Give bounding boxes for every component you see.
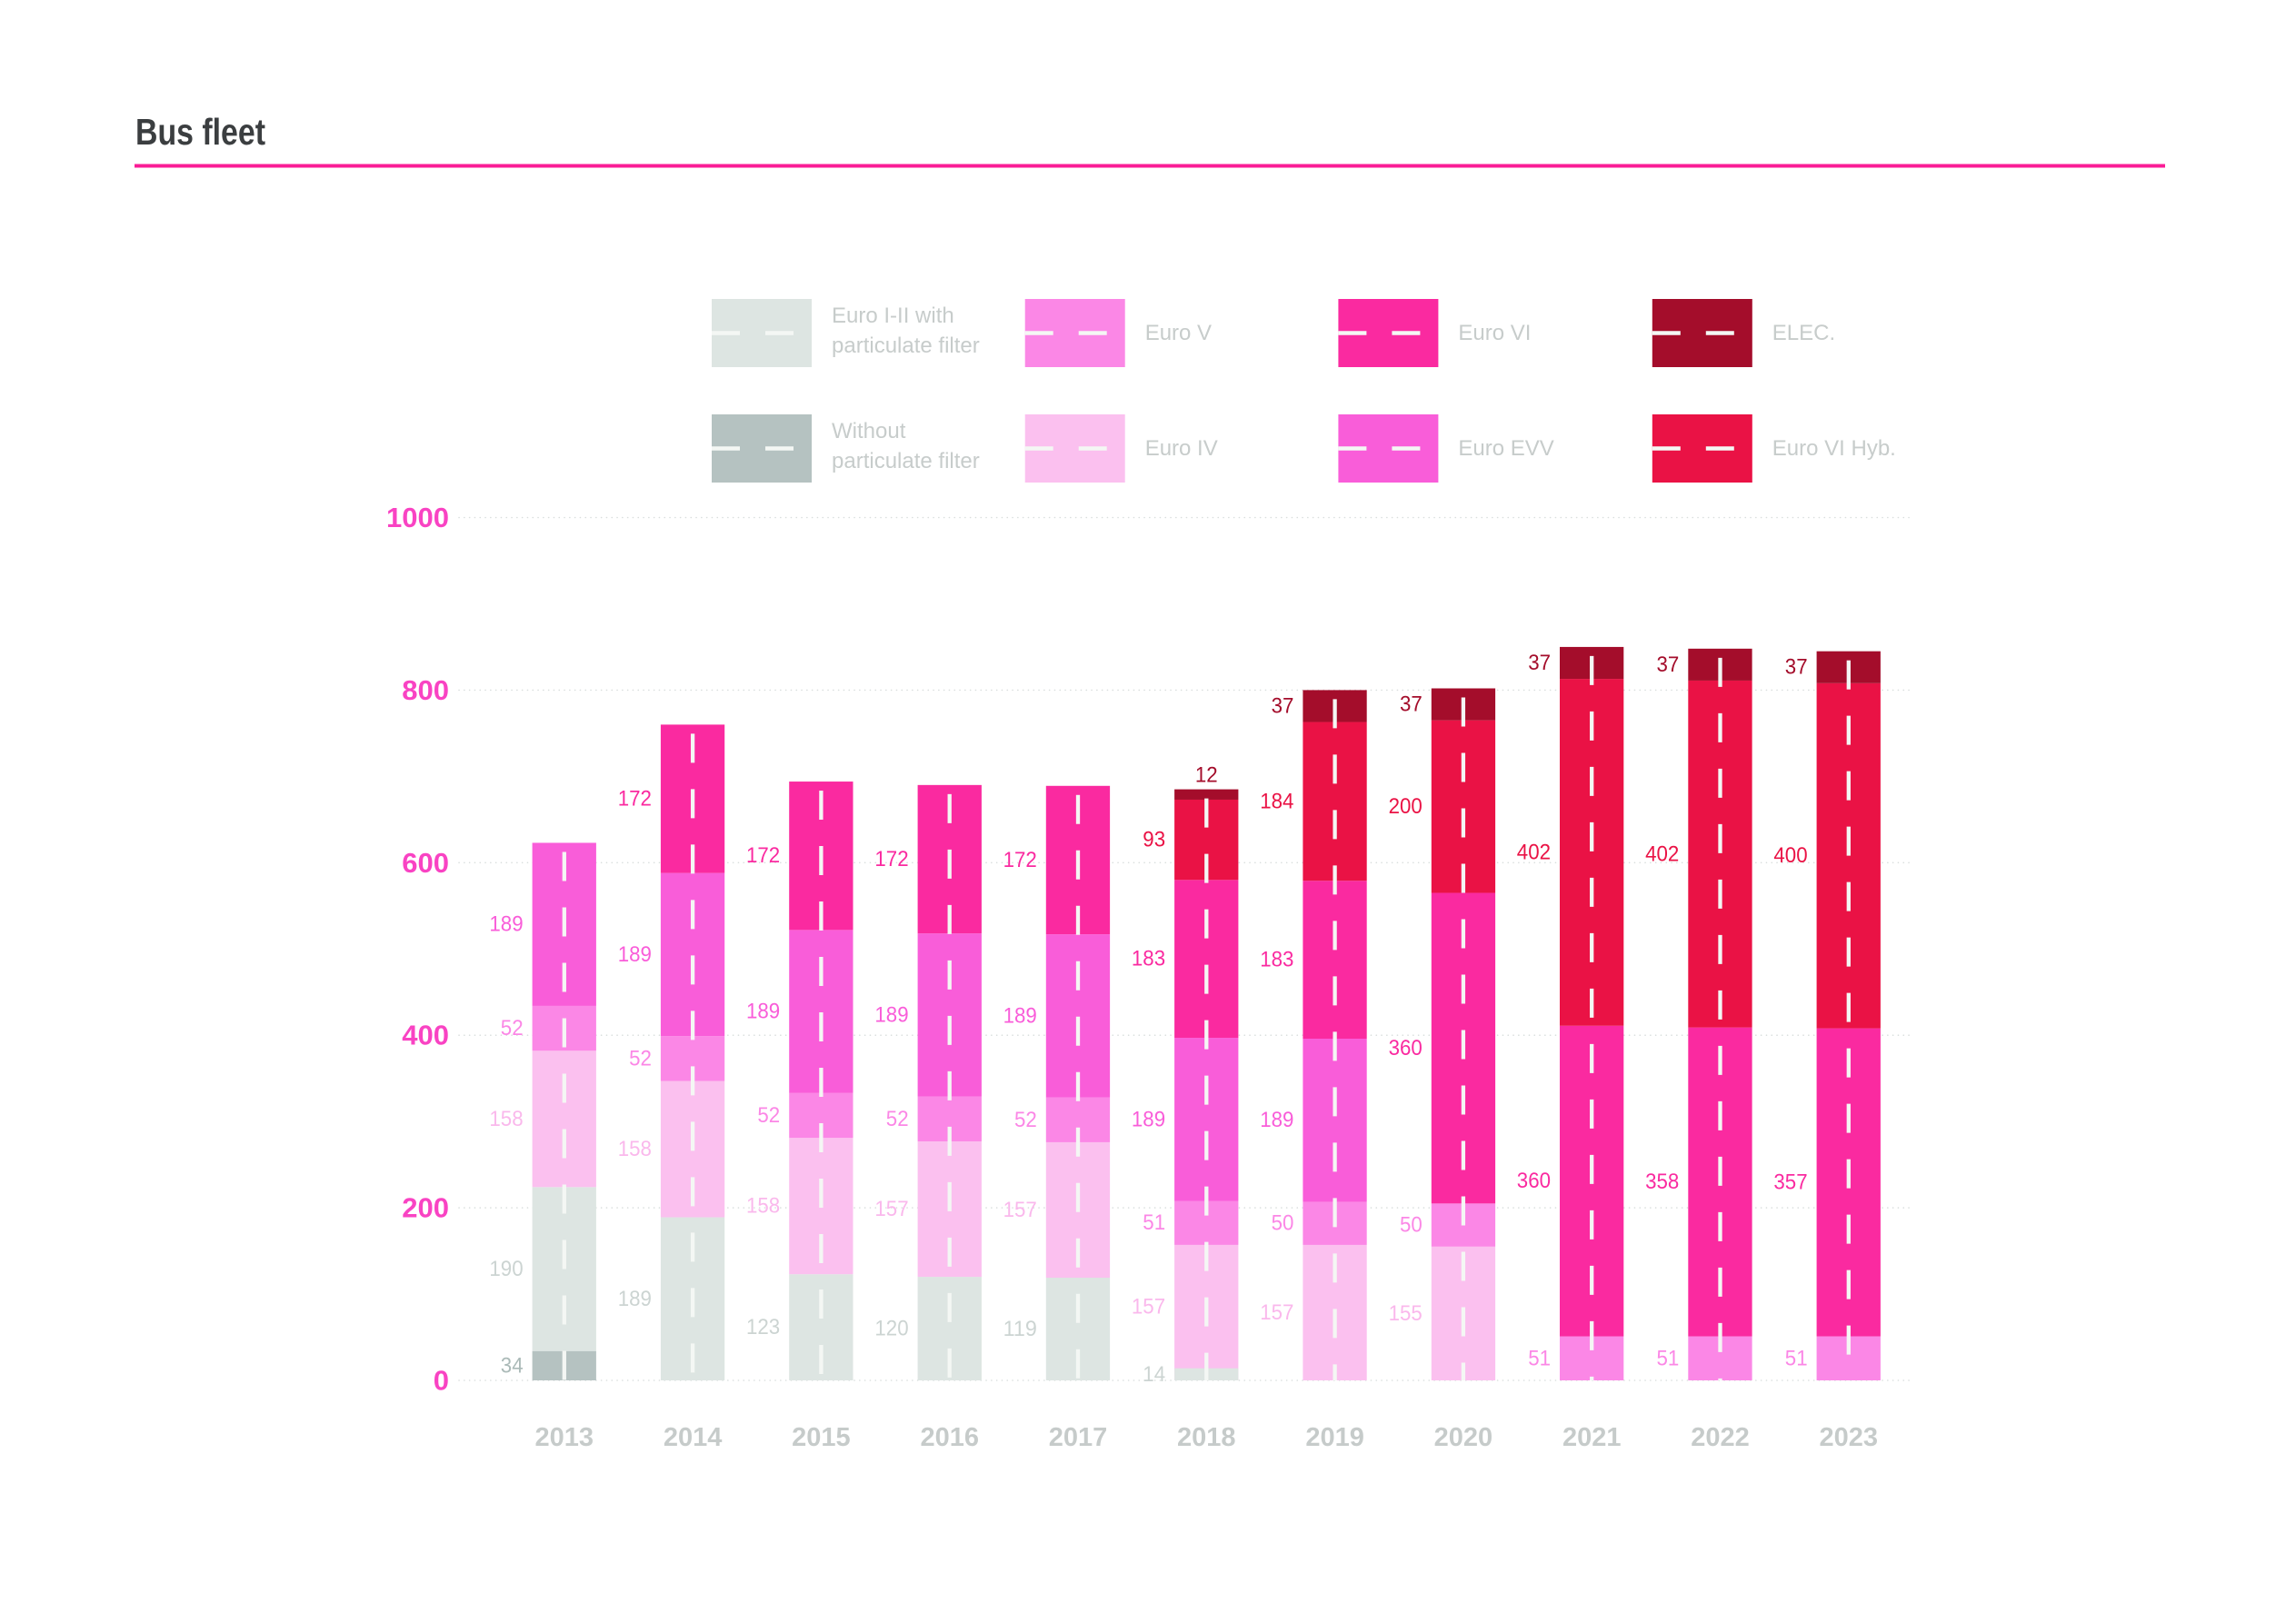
svg-text:400: 400 bbox=[402, 1020, 449, 1051]
svg-text:200: 200 bbox=[1389, 794, 1423, 819]
svg-text:189: 189 bbox=[1003, 1003, 1037, 1028]
svg-text:183: 183 bbox=[1132, 947, 1165, 971]
svg-text:157: 157 bbox=[1132, 1294, 1165, 1319]
svg-text:800: 800 bbox=[402, 674, 449, 706]
svg-text:51: 51 bbox=[1143, 1210, 1165, 1235]
svg-text:2018: 2018 bbox=[1177, 1423, 1236, 1452]
svg-text:Euro VI: Euro VI bbox=[1458, 321, 1531, 345]
svg-text:12: 12 bbox=[1195, 763, 1218, 788]
svg-text:2014: 2014 bbox=[664, 1423, 723, 1452]
svg-text:190: 190 bbox=[489, 1257, 523, 1281]
svg-text:172: 172 bbox=[1003, 848, 1037, 872]
svg-text:2021: 2021 bbox=[1562, 1423, 1622, 1452]
svg-text:2017: 2017 bbox=[1049, 1423, 1108, 1452]
svg-text:400: 400 bbox=[1773, 843, 1807, 868]
svg-text:Euro EVV: Euro EVV bbox=[1458, 436, 1553, 461]
svg-text:50: 50 bbox=[1400, 1213, 1423, 1238]
svg-text:Without: Without bbox=[832, 419, 906, 443]
svg-text:2019: 2019 bbox=[1305, 1423, 1364, 1452]
svg-text:37: 37 bbox=[1528, 651, 1551, 675]
svg-text:51: 51 bbox=[1657, 1346, 1680, 1370]
svg-text:157: 157 bbox=[874, 1197, 908, 1221]
svg-text:Euro IV: Euro IV bbox=[1145, 436, 1218, 461]
svg-text:189: 189 bbox=[1260, 1108, 1293, 1132]
svg-text:37: 37 bbox=[1400, 692, 1423, 717]
svg-text:600: 600 bbox=[402, 847, 449, 879]
svg-text:2023: 2023 bbox=[1820, 1423, 1879, 1452]
svg-text:402: 402 bbox=[1517, 840, 1551, 864]
svg-text:158: 158 bbox=[618, 1137, 652, 1161]
svg-text:189: 189 bbox=[618, 942, 652, 967]
svg-text:37: 37 bbox=[1657, 652, 1680, 677]
svg-text:52: 52 bbox=[629, 1046, 652, 1070]
svg-text:172: 172 bbox=[746, 843, 780, 868]
svg-text:200: 200 bbox=[402, 1192, 449, 1224]
svg-text:157: 157 bbox=[1003, 1198, 1037, 1222]
svg-text:189: 189 bbox=[874, 1002, 908, 1027]
svg-text:2016: 2016 bbox=[920, 1423, 979, 1452]
svg-text:155: 155 bbox=[1389, 1301, 1423, 1326]
svg-text:Euro VI Hyb.: Euro VI Hyb. bbox=[1772, 436, 1896, 461]
svg-text:189: 189 bbox=[1132, 1107, 1165, 1131]
svg-text:357: 357 bbox=[1773, 1170, 1807, 1195]
svg-text:particulate filter: particulate filter bbox=[832, 334, 980, 358]
svg-text:2022: 2022 bbox=[1691, 1423, 1750, 1452]
svg-text:37: 37 bbox=[1785, 655, 1808, 680]
svg-text:93: 93 bbox=[1143, 828, 1165, 852]
svg-text:157: 157 bbox=[1260, 1300, 1293, 1325]
svg-text:1000: 1000 bbox=[386, 502, 449, 533]
svg-text:37: 37 bbox=[1272, 693, 1294, 718]
svg-text:0: 0 bbox=[434, 1365, 449, 1397]
svg-text:52: 52 bbox=[886, 1107, 909, 1131]
svg-text:2013: 2013 bbox=[535, 1423, 594, 1452]
svg-text:52: 52 bbox=[757, 1103, 780, 1128]
svg-text:158: 158 bbox=[746, 1194, 780, 1219]
svg-text:119: 119 bbox=[1003, 1317, 1037, 1341]
svg-text:360: 360 bbox=[1517, 1169, 1551, 1193]
svg-text:particulate filter: particulate filter bbox=[832, 449, 980, 473]
svg-text:183: 183 bbox=[1260, 948, 1293, 972]
svg-text:184: 184 bbox=[1260, 789, 1293, 813]
svg-text:358: 358 bbox=[1645, 1170, 1679, 1194]
svg-text:34: 34 bbox=[501, 1353, 524, 1378]
svg-text:52: 52 bbox=[1014, 1108, 1037, 1132]
svg-text:Euro V: Euro V bbox=[1145, 321, 1212, 345]
svg-text:14: 14 bbox=[1143, 1362, 1165, 1387]
svg-text:ELEC.: ELEC. bbox=[1772, 321, 1835, 345]
svg-text:402: 402 bbox=[1645, 841, 1679, 866]
svg-text:52: 52 bbox=[501, 1016, 524, 1041]
svg-text:123: 123 bbox=[746, 1315, 780, 1339]
svg-text:51: 51 bbox=[1528, 1346, 1551, 1370]
svg-text:189: 189 bbox=[618, 1287, 652, 1311]
svg-text:51: 51 bbox=[1785, 1346, 1808, 1370]
svg-text:2015: 2015 bbox=[792, 1423, 851, 1452]
svg-text:189: 189 bbox=[489, 912, 523, 937]
svg-text:158: 158 bbox=[489, 1107, 523, 1131]
svg-text:2020: 2020 bbox=[1434, 1423, 1493, 1452]
svg-text:50: 50 bbox=[1272, 1211, 1294, 1236]
svg-text:172: 172 bbox=[874, 847, 908, 871]
svg-text:Euro I-II with: Euro I-II with bbox=[832, 304, 954, 328]
svg-text:189: 189 bbox=[746, 1000, 780, 1024]
svg-text:172: 172 bbox=[618, 787, 652, 812]
svg-text:360: 360 bbox=[1389, 1036, 1423, 1060]
svg-text:Bus fleet: Bus fleet bbox=[135, 111, 265, 153]
svg-text:120: 120 bbox=[874, 1317, 908, 1341]
